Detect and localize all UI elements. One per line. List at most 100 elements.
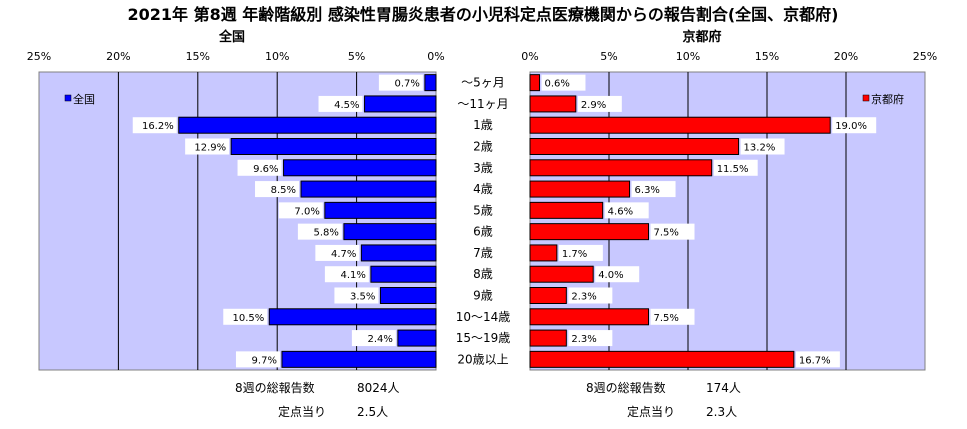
national-value-label-bg xyxy=(223,308,268,325)
kyoto-value-label: 1.7% xyxy=(562,249,587,260)
national-value-label: 9.7% xyxy=(252,355,277,366)
category-label: ～11ヶ月 xyxy=(457,97,508,111)
kyoto-value-label: 0.6% xyxy=(544,79,569,90)
national-value-label: 16.2% xyxy=(142,121,174,132)
kyoto-bar xyxy=(529,308,649,326)
national-value-label-bg xyxy=(378,74,423,91)
national-bar xyxy=(268,308,437,326)
kyoto-value-label: 6.3% xyxy=(635,185,660,196)
left-total-label: 8週の総報告数 xyxy=(235,380,315,395)
left-plot-area xyxy=(38,71,437,371)
national-value-label: 4.7% xyxy=(331,249,356,260)
kyoto-value-label: 2.3% xyxy=(571,334,596,345)
national-value-label: 8.5% xyxy=(271,185,296,196)
national-value-label: 12.9% xyxy=(194,143,226,154)
kyoto-bar xyxy=(529,350,795,368)
national-bar xyxy=(230,138,437,155)
national-value-label-bg xyxy=(318,95,363,112)
right-tick-label: 10% xyxy=(676,50,700,63)
national-value-label: 4.1% xyxy=(340,270,365,281)
kyoto-value-label: 7.5% xyxy=(654,228,679,239)
national-bar xyxy=(324,201,437,219)
national-value-label: 10.5% xyxy=(232,313,264,324)
plot-layer: 25% 20% 15% 10% 5% 0% 0% 5% 10% 15% 20% 25% 0.7% 0.6%… xyxy=(27,50,937,371)
kyoto-value-label: 7.5% xyxy=(654,313,679,324)
left-panel-title: 全国 xyxy=(218,29,245,45)
national-value-label: 3.5% xyxy=(350,292,375,303)
category-label: 2歳 xyxy=(473,140,493,154)
national-value-label: 7.0% xyxy=(294,206,319,217)
national-legend-swatch xyxy=(64,94,72,102)
national-value-label-bg xyxy=(315,244,360,261)
left-tick-label: 10% xyxy=(265,50,289,63)
right-tick-label: 25% xyxy=(913,50,937,63)
kyoto-legend-swatch xyxy=(862,94,870,102)
national-value-label-bg xyxy=(297,223,342,240)
category-label: 8歳 xyxy=(473,267,493,281)
kyoto-value-label-bg xyxy=(795,351,840,368)
right-total-value: 174人 xyxy=(706,381,741,395)
national-value-label-bg xyxy=(324,266,369,283)
kyoto-value-label: 11.5% xyxy=(717,164,749,175)
right-tick-label: 0% xyxy=(521,50,538,63)
national-value-label-bg xyxy=(132,117,177,134)
national-bar xyxy=(424,74,437,92)
kyoto-value-label: 4.0% xyxy=(598,270,623,281)
national-value-label-bg xyxy=(255,181,300,198)
category-label: 9歳 xyxy=(473,289,493,303)
kyoto-bar xyxy=(529,159,713,177)
right-total-label: 8週の総報告数 xyxy=(586,380,666,395)
national-bar xyxy=(343,223,437,241)
national-value-label-bg xyxy=(237,159,282,176)
national-value-label-bg xyxy=(185,138,230,155)
kyoto-bar xyxy=(529,244,558,262)
category-label: 3歳 xyxy=(473,161,493,175)
right-tick-label: 20% xyxy=(834,50,858,63)
national-value-label: 9.6% xyxy=(253,164,278,175)
kyoto-bar xyxy=(529,95,577,113)
kyoto-value-label: 19.0% xyxy=(835,121,867,132)
left-tick-label: 20% xyxy=(106,50,130,63)
left-tick-label: 15% xyxy=(186,50,210,63)
national-bar xyxy=(178,116,437,134)
category-label: 1歳 xyxy=(473,118,493,132)
left-total-value: 8024人 xyxy=(357,381,400,395)
category-label: 10～14歳 xyxy=(456,310,511,324)
right-tick-label: 15% xyxy=(755,50,779,63)
kyoto-value-label-bg xyxy=(832,117,877,134)
national-bar xyxy=(300,180,437,198)
national-value-label-bg xyxy=(351,330,396,347)
category-label: 5歳 xyxy=(473,203,493,217)
footer-layer: 8週の総報告数 8024人 定点当り 2.5人 8週の総報告数 174人 定点当… xyxy=(235,380,741,419)
national-value-label-bg xyxy=(278,202,323,219)
category-label: 6歳 xyxy=(473,225,493,239)
category-label: 15～19歳 xyxy=(456,331,511,345)
national-value-label: 5.8% xyxy=(313,228,338,239)
kyoto-value-label-bg xyxy=(650,308,695,325)
kyoto-value-label-bg xyxy=(568,330,613,347)
kyoto-value-label: 4.6% xyxy=(608,206,633,217)
kyoto-value-label-bg xyxy=(595,266,640,283)
national-bar xyxy=(281,350,437,368)
category-label: 20歳以上 xyxy=(457,352,508,366)
national-bar xyxy=(364,95,437,113)
left-tick-label: 25% xyxy=(27,50,51,63)
chart-title: 2021年 第8週 年齢階級別 感染性胃腸炎患者の小児科定点医療機関からの報告割… xyxy=(127,5,838,24)
national-value-label-bg xyxy=(334,287,379,304)
kyoto-value-label-bg xyxy=(713,159,758,176)
national-bar xyxy=(397,329,437,347)
right-per-label: 定点当り xyxy=(627,404,675,419)
category-label: ～5ヶ月 xyxy=(461,76,505,90)
kyoto-bar xyxy=(529,201,604,219)
kyoto-bar xyxy=(529,223,649,241)
kyoto-bar xyxy=(529,265,594,283)
kyoto-value-label: 13.2% xyxy=(744,143,776,154)
right-per-value: 2.3人 xyxy=(706,405,737,419)
kyoto-value-label-bg xyxy=(568,287,613,304)
kyoto-value-label-bg xyxy=(541,74,586,91)
kyoto-value-label: 2.9% xyxy=(581,100,606,111)
right-plot-area xyxy=(529,71,926,371)
kyoto-value-label-bg xyxy=(740,138,785,155)
national-bar xyxy=(360,244,437,262)
